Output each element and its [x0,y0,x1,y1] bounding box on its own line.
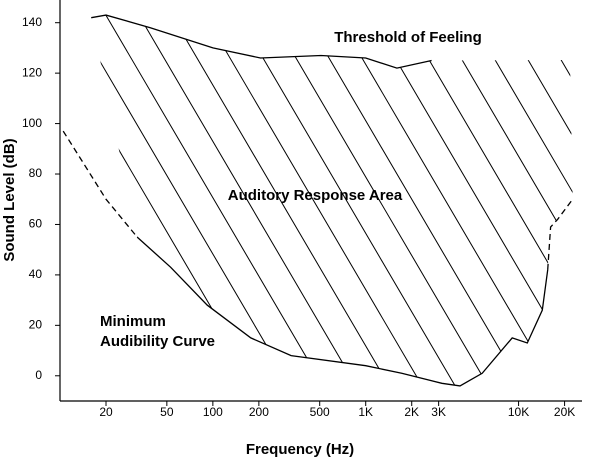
x-tick-label: 2K [404,405,419,419]
x-axis-title: Frequency (Hz) [246,441,354,458]
x-tick-label: 50 [160,405,174,419]
y-tick-label: 40 [29,267,43,281]
x-tick-label: 500 [310,405,330,419]
y-tick-label: 140 [22,15,42,29]
y-tick-label: 100 [22,116,42,130]
curve [62,130,138,238]
y-tick-label: 80 [29,166,43,180]
hatch-line [261,15,498,386]
hatch-line [426,15,573,386]
curve [547,198,574,270]
x-tick-label: 10K [508,405,529,419]
hatch-line [162,15,399,386]
y-tick-label: 20 [29,318,43,332]
x-tick-label: 20 [99,405,113,419]
x-tick-label: 100 [203,405,223,419]
annotation: Audibility Curve [100,333,215,350]
hatch-line [558,15,573,386]
annotation: Threshold of Feeling [334,29,482,46]
hatch-line [393,15,573,386]
y-axis-title: Sound Level (dB) [1,138,18,261]
hatch-line [129,15,366,386]
x-tick-label: 3K [431,405,446,419]
x-tick-label: 200 [249,405,269,419]
annotation: Auditory Response Area [228,187,403,204]
hatch-line [327,15,564,386]
x-tick-label: 20K [554,405,575,419]
y-tick-label: 120 [22,65,42,79]
hatch-line [525,15,573,386]
hatch-line [195,15,432,386]
curve [91,14,432,69]
hatch-line [91,15,300,386]
x-tick-label: 1K [358,405,373,419]
hatch-line [492,15,573,386]
hatch-line [96,15,333,386]
curve [136,236,549,387]
hatch-line [228,15,465,386]
y-tick-label: 60 [29,217,43,231]
hatch-line [459,15,573,386]
annotation: Minimum [100,313,166,330]
hatch-line [294,15,531,386]
y-tick-label: 0 [35,368,42,382]
